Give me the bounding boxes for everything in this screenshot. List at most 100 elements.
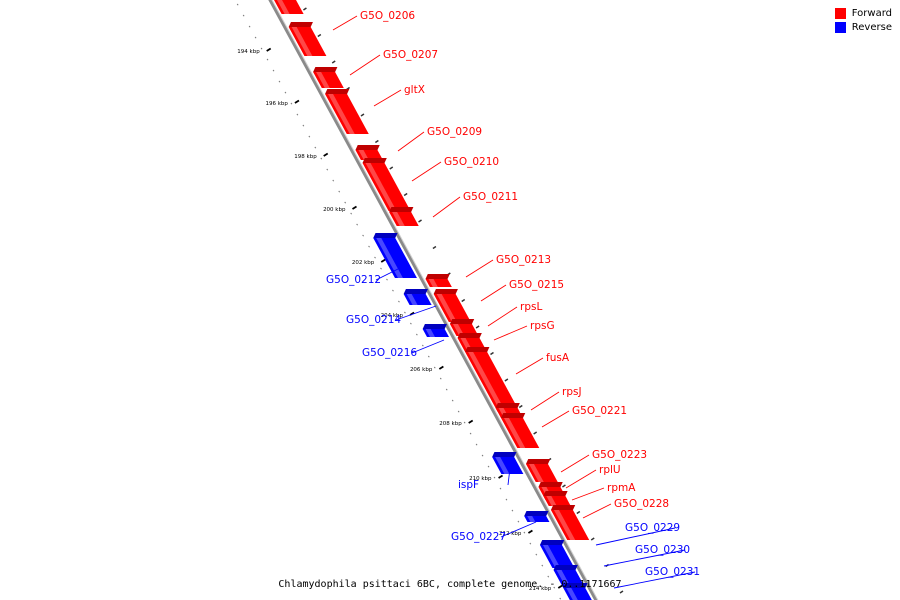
gene-block-top [457, 333, 482, 338]
gene-block [362, 163, 411, 211]
legend-item-forward: Forward [834, 8, 892, 19]
gene-block [425, 279, 452, 287]
gene-block-sheen [553, 510, 576, 540]
gene-block [274, 0, 304, 14]
gene-block-top [465, 347, 490, 352]
major-tick [294, 99, 300, 104]
scale-dot [523, 531, 526, 534]
scale-dot [320, 157, 323, 160]
scale-dot [547, 575, 550, 578]
scale-dot [380, 267, 382, 270]
scale-dot [386, 278, 388, 281]
scale-dot [529, 542, 532, 545]
gene-label: rpsJ [562, 386, 582, 398]
gene-block [373, 238, 417, 278]
gene-label: G5O_0221 [572, 405, 627, 417]
gene-leader-line [332, 15, 358, 31]
scale-dot [505, 498, 508, 501]
scale-dot [487, 465, 490, 468]
gene-block-sheen [291, 27, 313, 56]
gene-block-top [525, 459, 551, 464]
minor-tick [576, 510, 581, 515]
gene-label: G5O_0209 [427, 126, 482, 138]
scale-dot [511, 509, 514, 512]
minor-tick [518, 404, 523, 409]
gene-leader-line [571, 487, 605, 501]
tick-label: 200 kbp [323, 207, 346, 213]
scale-dot [392, 289, 394, 292]
scale-dot [356, 223, 359, 226]
scale-dot [398, 300, 400, 303]
scale-dot [475, 443, 478, 446]
scale-dot [410, 322, 412, 325]
minor-tick [418, 219, 422, 223]
gene-block-sheen [328, 94, 355, 134]
gene-block-top [553, 565, 578, 570]
gene-block [500, 418, 540, 448]
scale-dot [254, 36, 257, 39]
minor-tick [461, 298, 466, 303]
minor-tick [590, 537, 595, 541]
minor-tick [533, 431, 538, 435]
scale-dot [260, 47, 263, 50]
gene-block-top [373, 233, 398, 238]
minor-tick [432, 245, 437, 250]
tick-label: 202 kbp [352, 260, 375, 266]
major-tick [468, 419, 474, 424]
backbone-highlight [271, 0, 599, 600]
scale-dot [332, 179, 335, 182]
gene-leader-line [560, 454, 590, 473]
scale-dot [236, 3, 239, 6]
tick-label: 196 kbp [266, 101, 289, 107]
gene-label: rpmA [607, 482, 636, 494]
gene-block [433, 294, 471, 322]
scale-dot [415, 333, 418, 336]
gene-block [524, 516, 550, 522]
gene-label: rpsL [520, 301, 542, 313]
gene-leader-line [349, 54, 381, 76]
major-tick [380, 258, 386, 263]
gene-label: G5O_0228 [614, 498, 669, 510]
minor-tick [562, 484, 566, 488]
gene-label: G5O_0213 [496, 254, 551, 266]
scale-dot [559, 597, 562, 600]
minor-tick [619, 590, 624, 594]
gene-block [389, 212, 419, 226]
gene-block [355, 150, 383, 160]
gene-label: G5O_0231 [645, 566, 700, 578]
tick-label: 198 kbp [294, 154, 317, 160]
major-tick [498, 474, 504, 479]
gene-leader-line [397, 131, 425, 152]
gene-block-sheen [468, 352, 506, 412]
legend: Forward Reverse [834, 8, 892, 36]
gene-label: G5O_0211 [463, 191, 518, 203]
scale-dot [362, 234, 364, 237]
gene-label: ispF [458, 479, 479, 491]
gene-leader-line [493, 325, 528, 341]
gene-leader-line [480, 284, 507, 302]
scale-dot [368, 245, 370, 248]
gene-label: G5O_0230 [635, 544, 690, 556]
scale-dot [248, 25, 251, 28]
gene-block-top [433, 289, 458, 294]
gene-label: G5O_0210 [444, 156, 499, 168]
major-tick [352, 205, 357, 210]
gene-block-top [362, 158, 387, 163]
minor-tick [303, 7, 307, 11]
gene-block-top [550, 505, 576, 510]
map-caption: Chlamydophila psittaci 6BC, complete gen… [278, 579, 622, 590]
scale-dot [493, 476, 496, 479]
backbone-line [268, 0, 598, 600]
scale-dot [421, 344, 424, 347]
gene-block-top [389, 207, 414, 212]
tick-label: 206 kbp [410, 367, 433, 373]
gene-block-sheen [542, 545, 561, 568]
reverse-swatch [834, 22, 846, 33]
gene-block-sheen [528, 464, 544, 482]
gene-block-top [425, 274, 450, 279]
scale-dot [451, 399, 454, 402]
tick-label: 212 kbp [499, 531, 522, 537]
gene-block [403, 294, 432, 305]
scale-dot [374, 256, 376, 259]
